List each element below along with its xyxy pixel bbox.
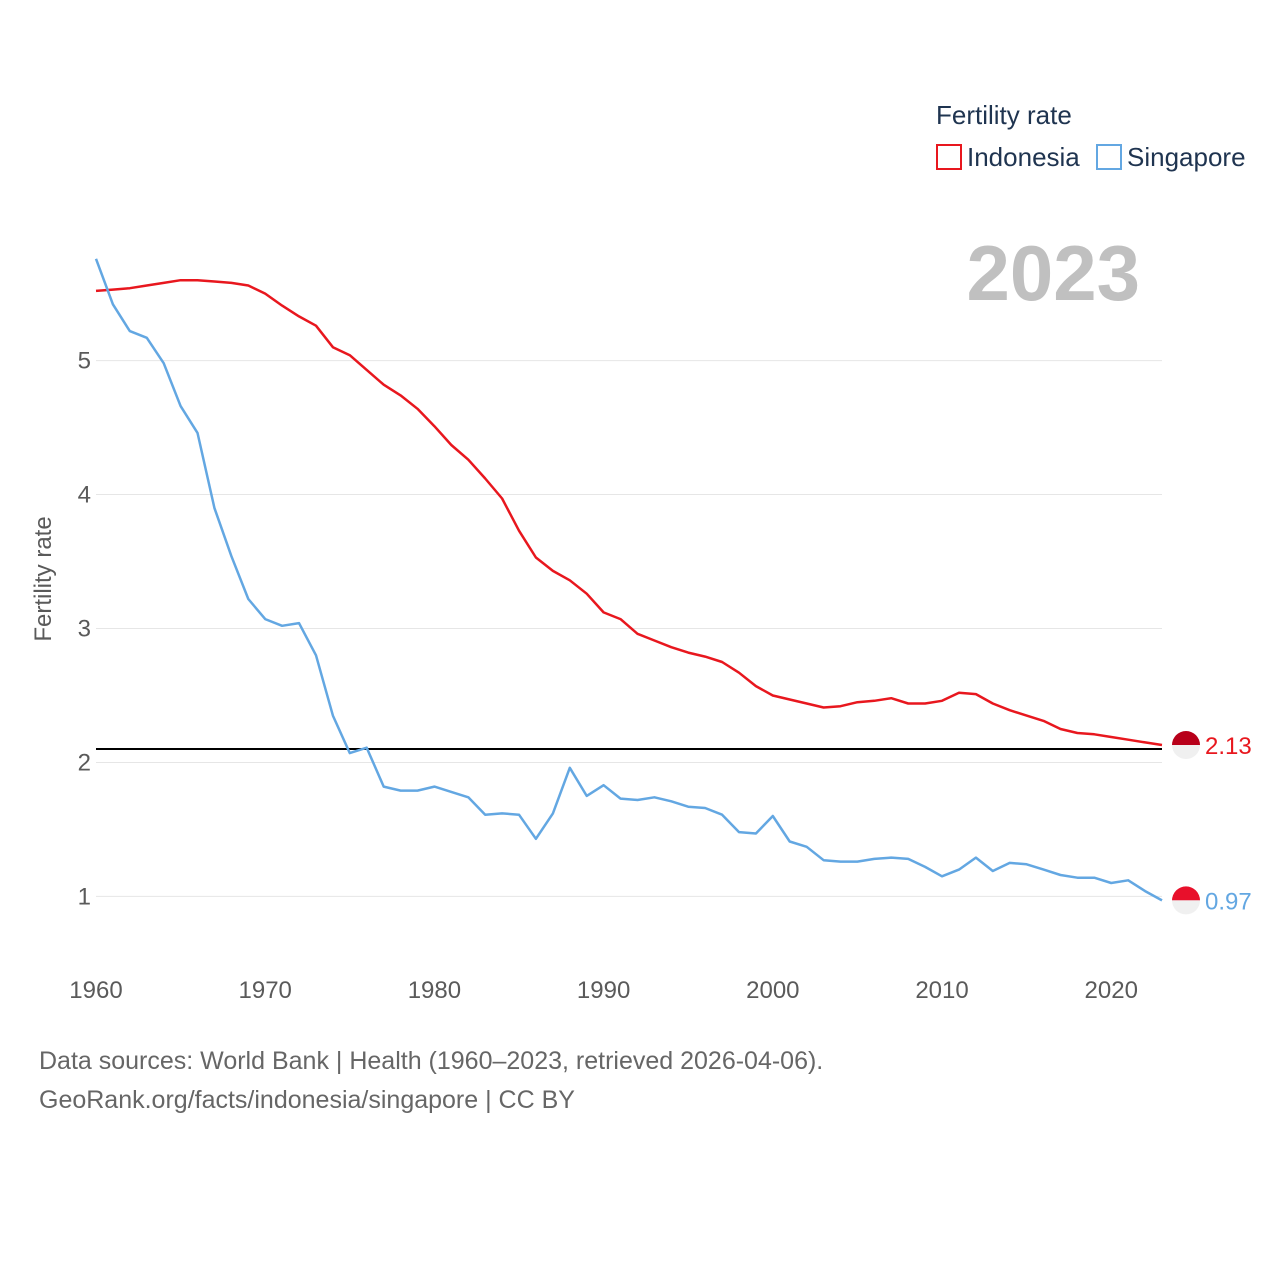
legend-title: Fertility rate [936, 100, 1072, 130]
end-value-label-indonesia: 2.13 [1205, 733, 1252, 760]
flag-icon-indonesia [1172, 731, 1200, 760]
gridlines [96, 360, 1162, 897]
x-tick-label: 2020 [1085, 977, 1138, 1004]
flag-bottom-half [1172, 900, 1200, 915]
y-axis-ticks: 1 2 3 4 5 [78, 348, 91, 911]
flag-top-half [1172, 886, 1200, 901]
x-tick-label: 2010 [915, 977, 968, 1004]
series-line-indonesia[interactable] [95, 278, 1163, 747]
y-tick-label: 3 [78, 615, 91, 642]
series-lines [94, 258, 1163, 902]
x-tick-label: 1980 [408, 977, 461, 1004]
x-tick-label: 1990 [577, 977, 630, 1004]
legend-label-singapore[interactable]: Singapore [1127, 142, 1246, 172]
source-url-text[interactable]: GeoRank.org/facts/indonesia/singapore | … [39, 1086, 575, 1114]
series-line-singapore[interactable] [94, 258, 1163, 902]
legend: Fertility rate Indonesia Singapore [936, 100, 1246, 172]
x-tick-label: 1970 [239, 977, 292, 1004]
y-tick-label: 2 [78, 749, 91, 776]
x-tick-label: 2000 [746, 977, 799, 1004]
y-tick-label: 5 [78, 348, 91, 375]
x-axis-ticks: 1960 1970 1980 1990 2000 2010 2020 [69, 977, 1138, 1004]
data-source-text: Data sources: World Bank | Health (1960–… [39, 1047, 823, 1075]
y-tick-label: 1 [78, 883, 91, 910]
legend-swatch-indonesia[interactable] [936, 144, 962, 170]
y-axis-label: Fertility rate [30, 516, 57, 641]
legend-label-indonesia[interactable]: Indonesia [967, 142, 1080, 172]
flag-bottom-half [1172, 745, 1200, 760]
year-label: 2023 [966, 229, 1140, 317]
end-markers: 2.13 0.97 [1172, 731, 1252, 915]
end-value-label-singapore: 0.97 [1205, 888, 1252, 915]
flag-icon-singapore [1172, 886, 1200, 915]
legend-swatch-singapore[interactable] [1096, 144, 1122, 170]
y-tick-label: 4 [78, 482, 91, 509]
flag-top-half [1172, 731, 1200, 746]
x-tick-label: 1960 [69, 977, 122, 1004]
